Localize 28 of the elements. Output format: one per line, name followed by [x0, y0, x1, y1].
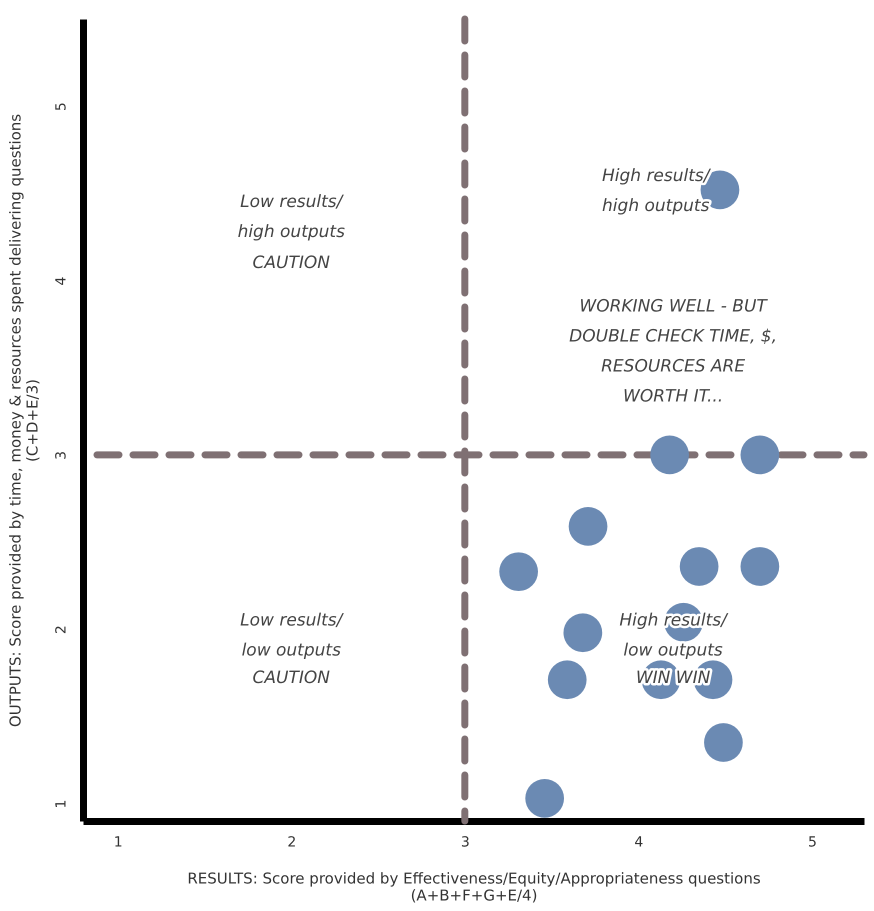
y-tick-label: 3	[54, 450, 70, 460]
x-tick-label: 2	[287, 834, 296, 850]
point	[650, 436, 689, 474]
x-tick-label: 3	[460, 834, 470, 850]
y-tick-label: 5	[54, 102, 70, 112]
point	[525, 779, 564, 818]
point	[740, 547, 780, 586]
y-tick-label: 1	[54, 800, 70, 809]
annotation: Low results/ high outputs	[238, 192, 346, 242]
annotation: WORKING WELL - BUT DOUBLE CHECK TIME, $, RESOURCES ARE WORTH IT...	[569, 296, 778, 407]
point	[499, 552, 538, 592]
x-tick-label: 5	[808, 834, 817, 850]
point	[704, 723, 743, 762]
x-axis-title: RESULTS: Score provided by Effectiveness/Equity/Appropriateness questions (A+B+F+G+E/4)	[187, 870, 761, 904]
annotation: CAUTION	[252, 253, 330, 274]
y-axis-title: OUTPUTS: Score provided by time, money & resources spent delivering questions (C+D+E/3)	[6, 114, 42, 728]
point	[740, 436, 780, 474]
annotation: Low results/ low outputs	[240, 610, 345, 660]
annotation: High results/ high outputs	[602, 166, 712, 216]
x-tick-label: 4	[634, 834, 644, 850]
x-tick-label: 1	[114, 834, 123, 850]
point	[568, 507, 608, 546]
y-tick-label: 4	[54, 276, 70, 286]
point	[680, 547, 718, 586]
point	[548, 660, 587, 700]
y-tick-label: 2	[54, 625, 70, 634]
point	[563, 613, 602, 652]
annotation: CAUTION	[252, 668, 330, 688]
